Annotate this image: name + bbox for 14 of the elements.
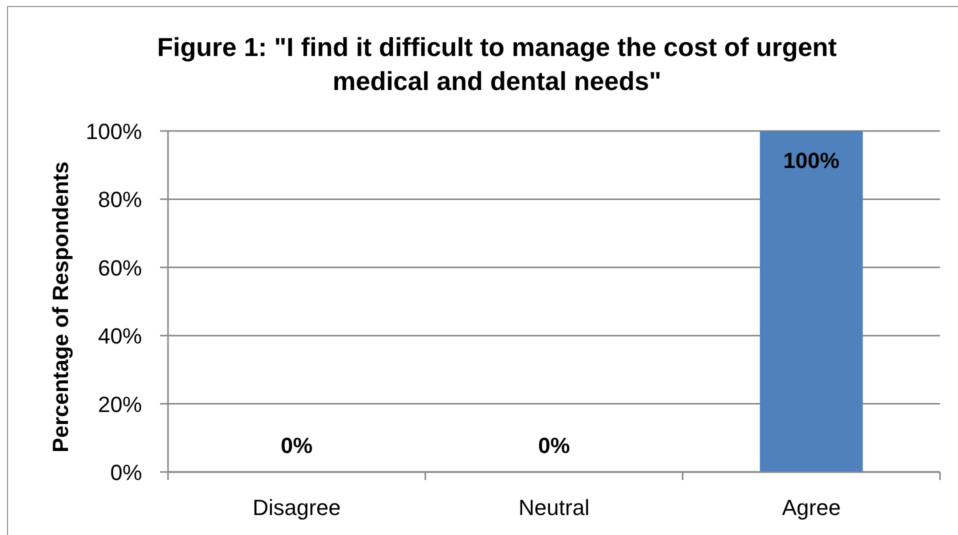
y-tick-label: 60% (98, 254, 142, 280)
y-tick-label: 100% (86, 118, 142, 144)
y-axis-title: Percentage of Respondents (48, 162, 72, 452)
y-tick-label: 40% (98, 323, 142, 348)
y-tick-label: 0% (110, 460, 142, 484)
x-tick-label: Disagree (252, 494, 341, 520)
y-tick-label: 20% (98, 391, 142, 416)
data-label: 0% (538, 432, 570, 458)
data-label: 0% (280, 432, 313, 458)
data-label: 100% (783, 148, 840, 172)
x-tick-label: Neutral (518, 494, 590, 520)
chart-title: Figure 1: "I find it difficult to manage the cost of urgent medical and dental needs" (157, 32, 838, 96)
x-tick-label: Agree (782, 494, 841, 520)
y-tick-label: 80% (98, 186, 142, 212)
